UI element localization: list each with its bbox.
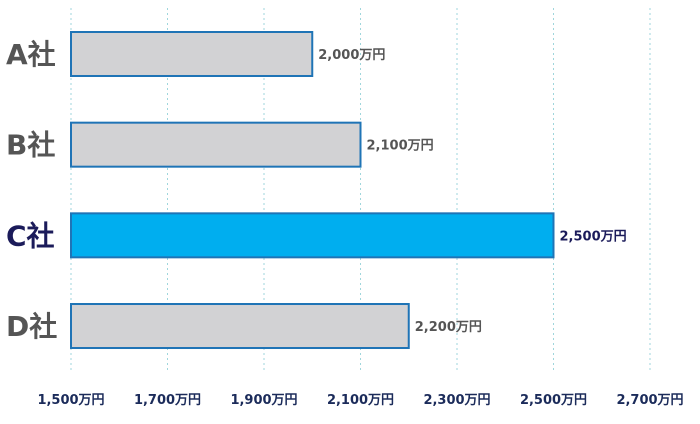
data-label: 2,100万円: [367, 139, 434, 154]
value-labels: 2,000万円 2,100万円 2,500万円 2,200万円: [318, 48, 626, 335]
x-tick-label: 2,100万円: [327, 393, 394, 408]
x-tick-label: 2,500万円: [520, 393, 587, 408]
x-tick-label: 1,700万円: [134, 393, 201, 408]
x-tick-label: 2,700万円: [616, 393, 683, 408]
x-axis-ticks: 1,500万円 1,700万円 1,900万円 2,100万円 2,300万円 2,500…: [37, 393, 683, 408]
bar: [70, 303, 410, 350]
data-label: 2,000万円: [318, 48, 385, 63]
x-tick-label: 2,300万円: [423, 393, 490, 408]
x-tick-label: 1,900万円: [230, 393, 297, 408]
data-label: 2,200万円: [415, 320, 482, 335]
bar: [70, 31, 314, 77]
bar: [70, 121, 362, 168]
category-label: C社: [6, 219, 55, 252]
category-label: A社: [6, 38, 56, 71]
category-labels: A社 B社 C社 D社: [6, 38, 57, 343]
bars: [70, 31, 555, 350]
category-label: B社: [6, 129, 55, 162]
x-tick-label: 1,500万円: [37, 393, 104, 408]
data-label: 2,500万円: [560, 229, 627, 244]
bar: [70, 212, 555, 259]
category-label: D社: [6, 310, 57, 343]
